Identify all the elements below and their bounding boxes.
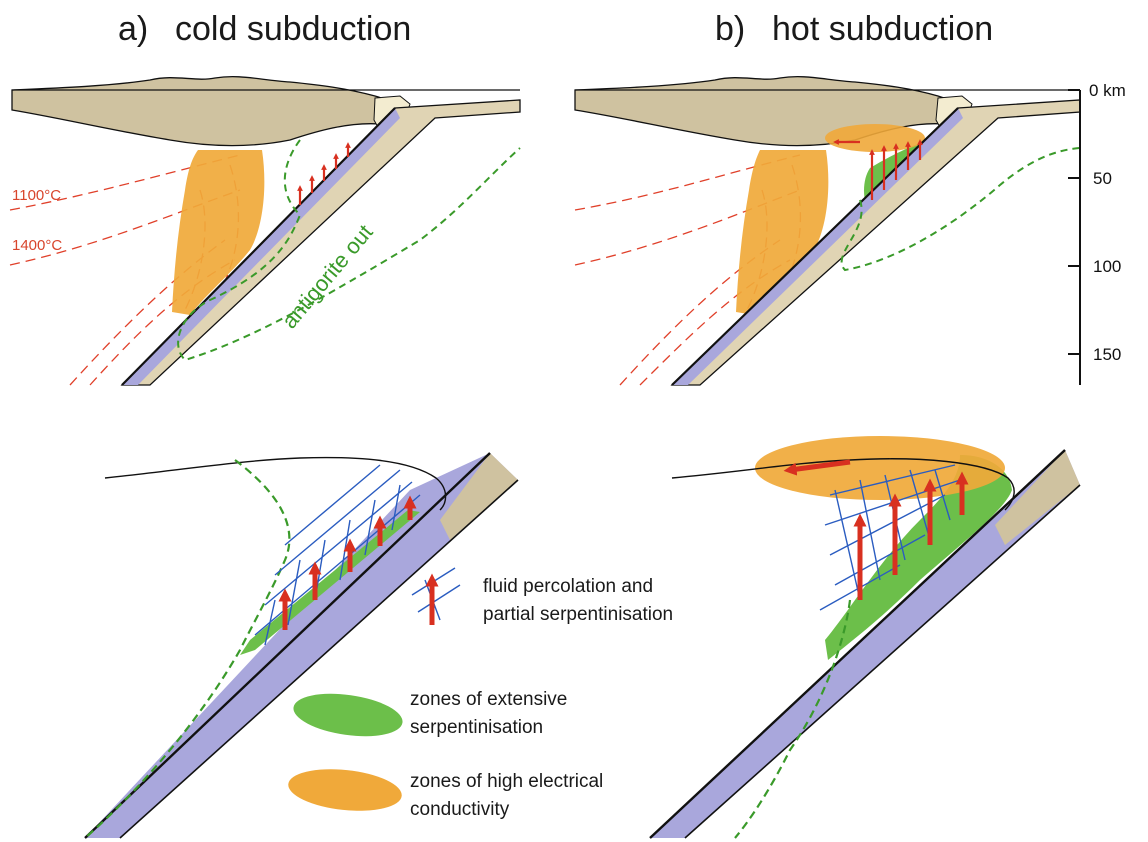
slab-detail-cold bbox=[85, 453, 518, 838]
panel-a-letter: a) bbox=[118, 10, 148, 48]
overriding-crust bbox=[11, 76, 405, 147]
legend: fluid percolation and partial serpentini… bbox=[288, 567, 673, 820]
legend-cond-swatch bbox=[288, 769, 402, 811]
cold-detail bbox=[84, 452, 519, 839]
serpentinite-zone-hot bbox=[825, 455, 1012, 660]
legend-fluid-line1: fluid percolation and bbox=[483, 576, 653, 597]
antigorite-out-line-hot bbox=[840, 147, 1081, 272]
conductive-zone bbox=[172, 150, 265, 315]
legend-serp-swatch bbox=[293, 693, 403, 737]
slab-crust-detail-cold bbox=[440, 453, 518, 540]
slab-crust-detail-hot bbox=[995, 450, 1080, 545]
legend-fluid-line2: partial serpentinisation bbox=[483, 604, 673, 625]
legend-serp-line2: serpentinisation bbox=[410, 717, 543, 738]
slab-detail-hot bbox=[650, 450, 1080, 838]
fluid-arrows-hot bbox=[783, 459, 969, 600]
conductive-zone-detail-hot bbox=[755, 436, 1005, 500]
fluid-arrows-small-hot bbox=[833, 139, 923, 200]
cold-subduction-section: 1100°C 1400°C antigorite out bbox=[9, 76, 521, 386]
depth-tick-150: 150 bbox=[1093, 345, 1121, 364]
isotherm-label-1100: 1100°C bbox=[12, 187, 61, 204]
hot-detail bbox=[649, 436, 1081, 839]
upper-plate-boundary-hot bbox=[671, 458, 1015, 511]
depth-tick-50: 50 bbox=[1093, 169, 1112, 188]
fluid-arrows-cold bbox=[278, 495, 417, 630]
panel-a-title: cold subduction bbox=[175, 10, 411, 48]
legend-fluid-symbol bbox=[411, 567, 461, 625]
hot-subduction-section bbox=[574, 76, 1081, 386]
conductive-zone-shallow bbox=[825, 124, 925, 152]
legend-serp-line1: zones of extensive bbox=[410, 689, 567, 710]
antigorite-line-detail-cold bbox=[84, 459, 291, 839]
antigorite-line-detail-hot bbox=[734, 599, 852, 839]
depth-scale: 0 km 50 100 150 bbox=[1068, 81, 1126, 385]
legend-cond-line2: conductivity bbox=[410, 799, 510, 820]
legend-cond-line1: zones of high electrical bbox=[410, 771, 603, 792]
fluid-arrows-small bbox=[297, 142, 351, 205]
conductive-zone-deep bbox=[736, 150, 829, 315]
panel-b-title: hot subduction bbox=[772, 10, 993, 48]
panel-b-letter: b) bbox=[715, 10, 745, 48]
upper-plate-boundary-cold bbox=[104, 456, 447, 511]
depth-tick-100: 100 bbox=[1093, 257, 1121, 276]
isotherm-label-1400: 1400°C bbox=[12, 237, 62, 254]
depth-tick-0: 0 km bbox=[1089, 81, 1126, 100]
